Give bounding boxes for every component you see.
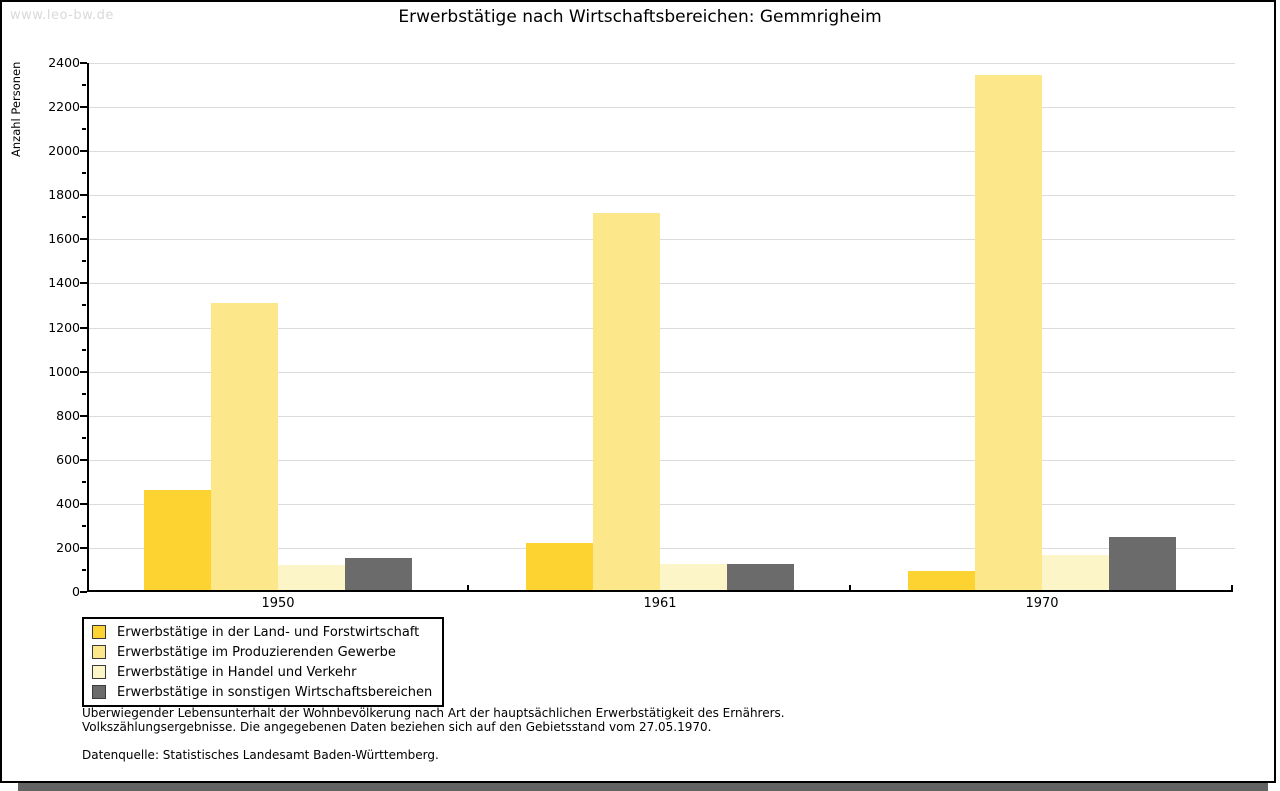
watermark: www.leo-bw.de	[10, 8, 114, 23]
y-minor-tick	[82, 568, 86, 571]
x-tick-label: 1961	[643, 596, 677, 611]
y-major-tick	[80, 414, 87, 417]
y-minor-tick	[82, 436, 86, 439]
y-major-tick	[80, 194, 87, 197]
y-tick-label: 2400	[48, 55, 80, 70]
y-tick-label: 1600	[48, 231, 80, 247]
bar-1970-series-3	[1042, 555, 1109, 590]
y-tick-label: 1000	[48, 363, 80, 379]
y-tick-label: 1800	[48, 187, 80, 203]
gridline	[89, 503, 1235, 505]
legend: Erwerbstätige in der Land- und Forstwirt…	[82, 617, 445, 707]
y-tick-label: 1200	[48, 319, 80, 335]
y-minor-tick	[82, 216, 86, 219]
legend-item-label: Erwerbstätige in Handel und Verkehr	[117, 664, 357, 680]
legend-swatch-icon	[92, 625, 106, 639]
y-tick-label: 400	[56, 495, 80, 511]
bar-1950-series-4	[345, 558, 412, 590]
gridline	[89, 63, 1235, 64]
x-boundary-tick	[1231, 585, 1233, 592]
gridline	[89, 547, 1235, 549]
bar-1961-series-4	[727, 564, 794, 590]
y-minor-tick	[82, 304, 86, 307]
y-major-tick	[80, 106, 87, 109]
bar-1961-series-3	[660, 564, 727, 590]
legend-item-1: Erwerbstätige in der Land- und Forstwirt…	[92, 622, 432, 642]
legend-item-label: Erwerbstätige in der Land- und Forstwirt…	[117, 624, 420, 640]
y-tick-label: 2200	[48, 99, 80, 115]
bar-1970-series-1	[908, 571, 975, 590]
gridline	[89, 239, 1235, 241]
chart-title: Erwerbstätige nach Wirtschaftsbereichen:…	[398, 7, 882, 27]
footnote-line-1: Überwiegender Lebensunterhalt der Wohnbe…	[82, 706, 785, 720]
bar-1970-series-2	[975, 75, 1042, 590]
legend-swatch-icon	[92, 645, 106, 659]
y-major-tick	[80, 62, 87, 64]
y-axis-label: Anzahl Personen	[9, 61, 23, 157]
y-minor-tick	[82, 480, 86, 483]
gridline	[89, 195, 1235, 197]
legend-item-label: Erwerbstätige im Produzierenden Gewerbe	[117, 644, 396, 660]
bar-1970-series-4	[1109, 537, 1176, 590]
y-minor-tick	[82, 392, 86, 395]
y-minor-tick	[82, 172, 86, 175]
y-tick-label: 2000	[48, 143, 80, 159]
y-minor-tick	[82, 524, 86, 527]
gridline	[89, 327, 1235, 329]
gridline	[89, 107, 1235, 109]
y-major-tick	[80, 502, 87, 505]
data-source: Datenquelle: Statistisches Landesamt Bad…	[82, 748, 439, 762]
y-major-tick	[80, 458, 87, 461]
legend-item-label: Erwerbstätige in sonstigen Wirtschaftsbe…	[117, 684, 433, 700]
y-tick-label: 800	[56, 407, 80, 423]
y-tick-label: 0	[72, 584, 80, 599]
bottom-shadow-bar	[18, 783, 1268, 791]
bar-1961-series-2	[593, 213, 660, 590]
legend-swatch-icon	[92, 665, 106, 679]
y-minor-tick	[82, 260, 86, 263]
bar-1950-series-2	[211, 303, 278, 590]
bar-1961-series-1	[526, 543, 593, 590]
legend-swatch-icon	[92, 685, 106, 699]
x-boundary-tick	[467, 585, 469, 592]
x-tick-label: 1950	[261, 596, 295, 611]
y-minor-tick	[82, 348, 86, 351]
y-major-tick	[80, 546, 87, 549]
y-major-tick	[80, 150, 87, 153]
y-minor-tick	[82, 84, 86, 87]
x-tick-label: 1970	[1025, 596, 1059, 611]
y-major-tick	[80, 370, 87, 373]
gridline	[89, 283, 1235, 285]
y-tick-label: 1400	[48, 275, 80, 291]
y-major-tick	[80, 282, 87, 285]
y-tick-label: 200	[56, 539, 80, 555]
footnote: Überwiegender Lebensunterhalt der Wohnbe…	[82, 706, 785, 762]
gridline	[89, 415, 1235, 417]
gridline	[89, 151, 1235, 153]
bar-1950-series-3	[278, 565, 345, 590]
gridline	[89, 371, 1235, 373]
y-tick-label: 600	[56, 451, 80, 467]
y-major-tick	[80, 326, 87, 329]
legend-item-3: Erwerbstätige in Handel und Verkehr	[92, 662, 432, 682]
y-minor-tick	[82, 128, 86, 131]
x-boundary-tick	[849, 585, 851, 592]
bar-1950-series-1	[144, 490, 211, 590]
plot-area	[87, 63, 1235, 592]
gridline	[89, 459, 1235, 461]
footnote-line-2: Volkszählungsergebnisse. Die angegebenen…	[82, 720, 712, 734]
y-major-tick	[80, 591, 87, 593]
legend-item-2: Erwerbstätige im Produzierenden Gewerbe	[92, 642, 432, 662]
legend-item-4: Erwerbstätige in sonstigen Wirtschaftsbe…	[92, 682, 432, 702]
y-major-tick	[80, 238, 87, 241]
